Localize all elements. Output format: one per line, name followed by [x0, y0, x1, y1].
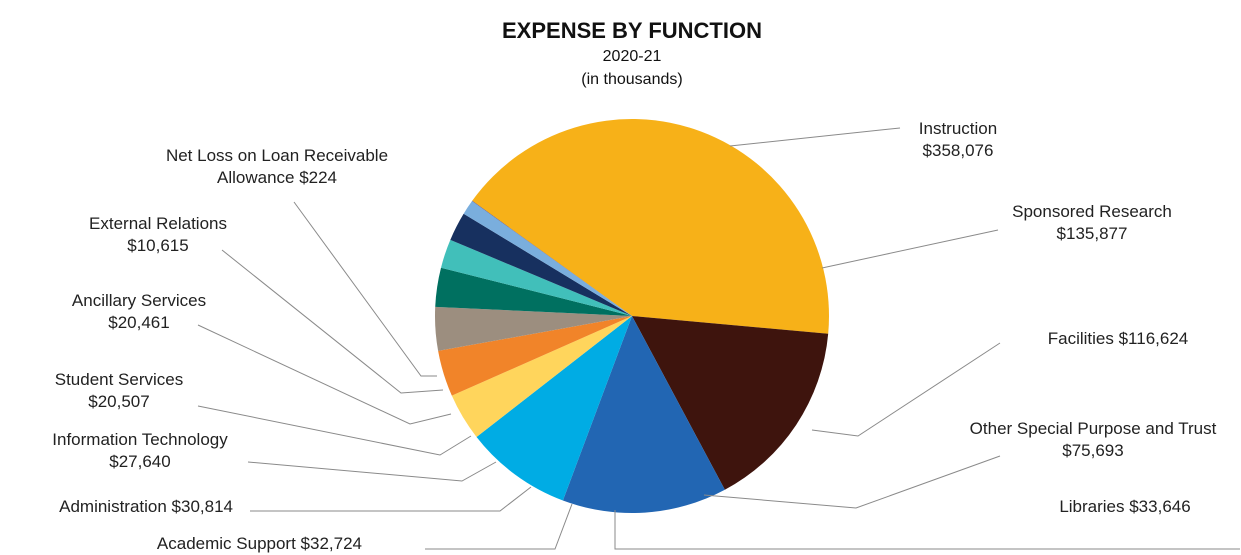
chart-subtitle-year: 2020-21 [603, 48, 662, 65]
slice-label-instruction-line-1: Instruction [919, 119, 997, 138]
pie-slice-external-relations [463, 201, 632, 316]
leader-line-ancillary-services [197, 324, 452, 425]
pie-slice-student-services [441, 239, 632, 316]
slice-label-ancillary-services-line-1: Ancillary Services [72, 291, 206, 310]
slice-label-other-special-purpose-and-trust-line-1: Other Special Purpose and Trust [970, 419, 1217, 438]
leader-line-student-services [197, 405, 472, 456]
slice-label-instruction-line-2: $358,076 [923, 141, 994, 160]
pie-slice-other-special-purpose-and-trust [476, 316, 632, 501]
pie-slice-administration [434, 306, 632, 351]
leader-line-net-loss-on-loan-receivable-allowance [293, 201, 437, 377]
slice-label-libraries: Libraries $33,646 [1059, 497, 1190, 516]
pie-slice-libraries [451, 316, 632, 437]
leader-line-administration [250, 486, 532, 512]
leader-line-academic-support [425, 503, 573, 550]
slice-label-sponsored-research-line-2: $135,877 [1057, 224, 1128, 243]
pie-slices [434, 119, 829, 514]
slice-label-sponsored-research-line-1: Sponsored Research [1012, 202, 1172, 221]
slice-label-information-technology-line-1: Information Technology [52, 430, 228, 449]
pie-slice-facilities [562, 316, 725, 514]
pie-slice-instruction [472, 119, 829, 334]
leader-line-facilities [811, 342, 1001, 437]
pie-slice-academic-support [438, 316, 632, 396]
chart-subtitle-units: (in thousands) [581, 71, 682, 88]
pie-slice-ancillary-services [450, 213, 632, 316]
leader-line-libraries [614, 510, 1240, 550]
slice-label-external-relations-line-2: $10,615 [127, 236, 188, 255]
slice-label-net-loss-on-loan-receivable-allowance-line-2: Allowance $224 [217, 168, 337, 187]
leader-line-instruction [729, 127, 901, 147]
leader-line-information-technology [247, 461, 497, 482]
pie-slice-net-loss-on-loan-receivable-allowance [472, 200, 632, 316]
chart-title: EXPENSE BY FUNCTION [502, 18, 762, 43]
slice-label-other-special-purpose-and-trust-line-2: $75,693 [1062, 441, 1123, 460]
slice-label-information-technology-line-2: $27,640 [109, 452, 170, 471]
leader-line-other-special-purpose-and-trust [703, 455, 1001, 509]
slice-label-administration: Administration $30,814 [59, 497, 233, 516]
slice-label-student-services-line-1: Student Services [55, 370, 184, 389]
slice-label-external-relations-line-1: External Relations [89, 214, 227, 233]
slice-label-student-services-line-2: $20,507 [88, 392, 149, 411]
leader-line-external-relations [221, 249, 444, 394]
pie-slice-sponsored-research [632, 316, 829, 490]
slice-labels: Instruction $358,076 Sponsored Research $13… [52, 119, 1216, 553]
pie-slice-information-technology [435, 267, 632, 316]
slice-label-ancillary-services-line-2: $20,461 [108, 313, 169, 332]
slice-label-academic-support: Academic Support $32,724 [157, 534, 362, 553]
slice-label-facilities: Facilities $116,624 [1048, 329, 1189, 348]
label-leader-lines [197, 127, 1240, 550]
slice-label-net-loss-on-loan-receivable-allowance-line-1: Net Loss on Loan Receivable [166, 146, 388, 165]
leader-line-sponsored-research [821, 229, 999, 269]
